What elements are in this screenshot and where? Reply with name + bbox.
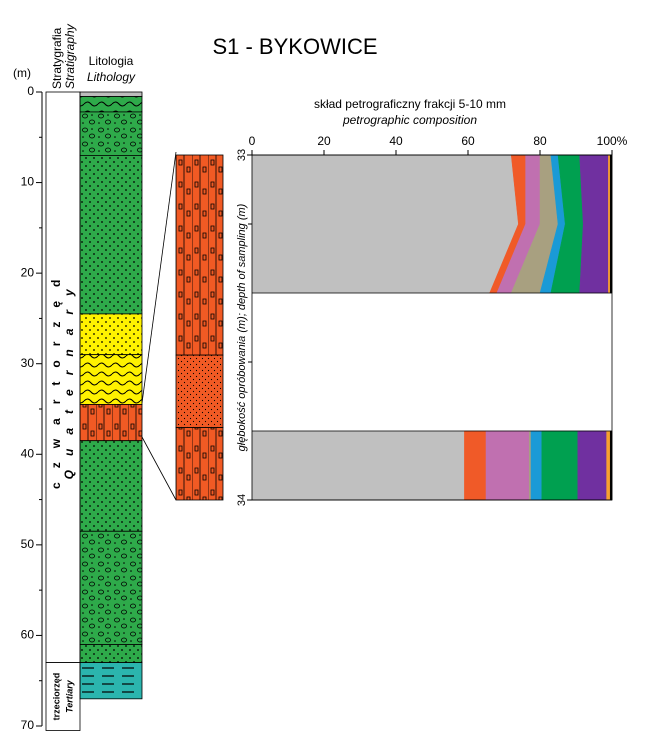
litho-pattern <box>80 155 142 314</box>
composition-segment <box>608 155 610 293</box>
depth-tick-label: 60 <box>21 628 35 642</box>
depth-tick-label: 10 <box>21 175 35 189</box>
litho-pattern <box>80 531 142 644</box>
x-tick-label: 60 <box>461 134 475 148</box>
litho-header: Lithology <box>87 70 136 84</box>
unit: (m) <box>13 66 31 80</box>
figure: S1 - BYKOWICE (m) Stratygrafia Stratigra… <box>0 0 650 736</box>
depth-tick-label: 50 <box>21 537 35 551</box>
strat-header: Stratygrafia <box>50 27 64 89</box>
litho-pattern <box>80 663 142 699</box>
composition-segment <box>607 431 611 500</box>
composition-segment <box>486 431 529 500</box>
litho-header: Litologia <box>89 54 134 68</box>
detail-pattern <box>176 428 223 500</box>
y-tick-label: 33 <box>236 149 248 161</box>
strat-header: Stratigraphy <box>63 23 77 89</box>
composition-segment <box>580 155 609 293</box>
x-tick-label: 100% <box>597 134 628 148</box>
x-tick-label: 0 <box>249 134 256 148</box>
composition-segment <box>578 431 607 500</box>
litho-pattern <box>80 441 142 532</box>
strat-label-en: Tertiary <box>64 679 74 713</box>
composition-segment <box>531 431 542 500</box>
composition-segment <box>529 431 531 500</box>
x-tick-label: 80 <box>533 134 547 148</box>
strat-label: trzeciorzęd <box>51 673 61 721</box>
depth-tick-label: 40 <box>21 446 35 460</box>
composition-segment <box>252 155 518 293</box>
zoom-line <box>142 152 176 403</box>
detail-pattern <box>176 155 223 355</box>
comp-title: skład petrograficzny frakcji 5-10 mm <box>314 97 506 111</box>
x-tick-label: 20 <box>317 134 331 148</box>
litho-pattern <box>80 97 142 112</box>
depth-label: głębokość opróbowania (m); depth of samp… <box>236 203 248 451</box>
y-tick-label: 34 <box>236 494 248 506</box>
zoom-line <box>142 437 176 500</box>
x-tick-label: 40 <box>389 134 403 148</box>
strat-label: czwartorzęd <box>49 266 63 489</box>
litho-pattern <box>80 644 142 662</box>
composition-segment <box>252 431 464 500</box>
depth-tick-label: 20 <box>21 265 35 279</box>
depth-tick-label: 70 <box>21 718 35 732</box>
detail-pattern <box>176 355 223 427</box>
litho-pattern <box>80 112 142 155</box>
composition-segment <box>464 431 486 500</box>
litho-pattern <box>80 355 142 405</box>
comp-subtitle: petrographic composition <box>342 113 477 127</box>
litho-layer <box>80 92 142 97</box>
depth-tick-label: 0 <box>27 84 34 98</box>
litho-pattern <box>80 404 142 440</box>
litho-pattern <box>80 314 142 355</box>
depth-tick-label: 30 <box>21 356 35 370</box>
title: S1 - BYKOWICE <box>212 34 377 59</box>
composition-segment <box>542 431 578 500</box>
strat-label-en: Quaternary <box>62 275 76 479</box>
